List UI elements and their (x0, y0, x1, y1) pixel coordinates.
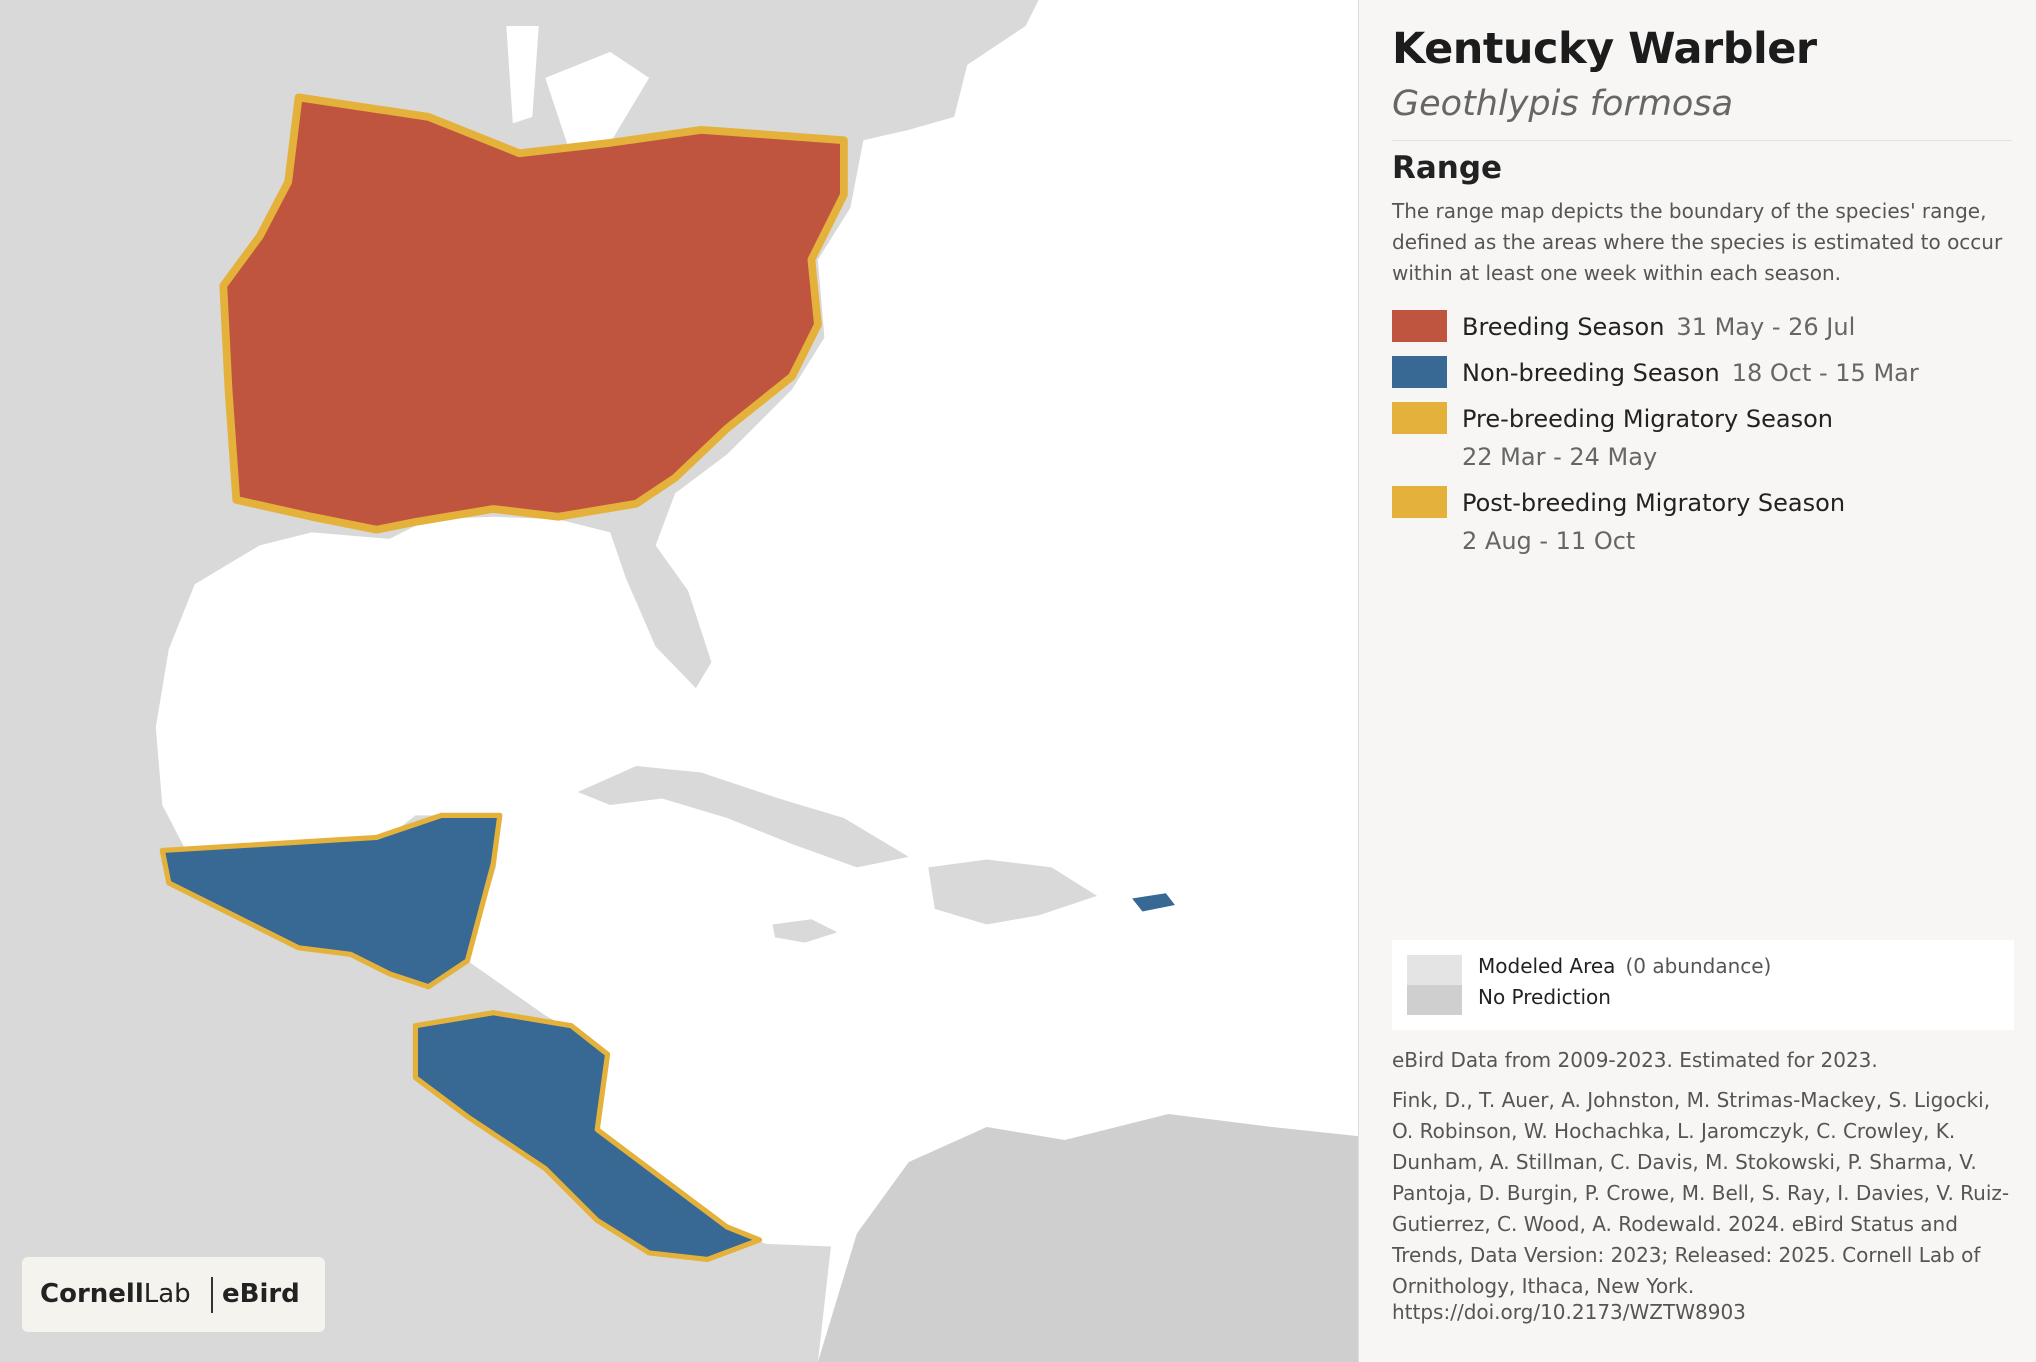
range-nonbreeding (159, 812, 503, 990)
citation: Fink, D., T. Auer, A. Johnston, M. Strim… (1392, 1088, 2010, 1298)
data-note: eBird Data from 2009-2023. Estimated for… (1392, 1048, 1878, 1072)
legend-swatch (1392, 310, 1447, 342)
swatch (1407, 955, 1462, 985)
legend-label: Non-breeding Season (1462, 359, 1720, 387)
range-breeding (219, 93, 848, 534)
legend-dates: 2 Aug - 11 Oct (1462, 527, 1636, 555)
logo[interactable]: CornellLab eBird (22, 1257, 325, 1332)
range-map (0, 0, 1358, 1362)
note: (0 abundance) (1625, 954, 1772, 978)
swatch (1407, 985, 1462, 1015)
legend-swatch (1392, 486, 1447, 518)
legend-item: Non-breeding Season 18 Oct - 15 Mar (1392, 354, 2012, 392)
jamaica (772, 919, 838, 943)
legend-item: Pre-breeding Migratory Season 22 Mar - 24… (1392, 400, 2012, 476)
lake (545, 51, 650, 156)
label: No Prediction (1478, 985, 1611, 1009)
legend-dates: 31 May - 26 Jul (1676, 313, 1856, 341)
logo-text: CornellLab (40, 1279, 191, 1309)
legend-dates: 22 Mar - 24 May (1462, 443, 1658, 471)
hispaniola (928, 859, 1098, 925)
legend-swatch (1392, 402, 1447, 434)
description: The range map depicts the boundary of th… (1392, 199, 2003, 285)
cuba (577, 766, 909, 868)
range-nonbreeding (1132, 893, 1175, 912)
lake (506, 25, 539, 124)
logo-cornell: Cornell (40, 1279, 144, 1309)
legend-row: Modeled Area (0 abundance) (1478, 954, 1771, 978)
logo-lab: Lab (143, 1279, 191, 1309)
logo-divider (211, 1277, 213, 1313)
legend-label: Post-breeding Migratory Season (1462, 489, 1846, 517)
legend-dates: 18 Oct - 15 Mar (1731, 359, 1919, 387)
legend-item: Post-breeding Migratory Season 2 Aug - 11… (1392, 484, 2012, 560)
legend-item: Breeding Season 31 May - 26 Jul (1392, 308, 2012, 346)
species-name: Kentucky Warbler (1392, 24, 1817, 74)
legend-label: Breeding Season (1462, 313, 1665, 341)
south-america (817, 1114, 1358, 1362)
divider (1392, 140, 2012, 141)
doi-link[interactable]: https://doi.org/10.2173/WZTW8903 (1392, 1300, 1746, 1324)
range-nonbreeding (412, 1010, 763, 1263)
model-legend: Modeled Area (0 abundance) No Prediction (1392, 940, 2014, 1030)
scientific-name: Geothlypis formosa (1392, 84, 1734, 124)
section-heading: Range (1392, 150, 1503, 186)
legend-swatch (1392, 356, 1447, 388)
logo-ebird: eBird (222, 1279, 300, 1309)
label: Modeled Area (1478, 954, 1616, 978)
legend-label: Pre-breeding Migratory Season (1462, 405, 1833, 433)
sidebar: Kentucky Warbler Geothlypis formosa Rang… (1358, 0, 2036, 1362)
